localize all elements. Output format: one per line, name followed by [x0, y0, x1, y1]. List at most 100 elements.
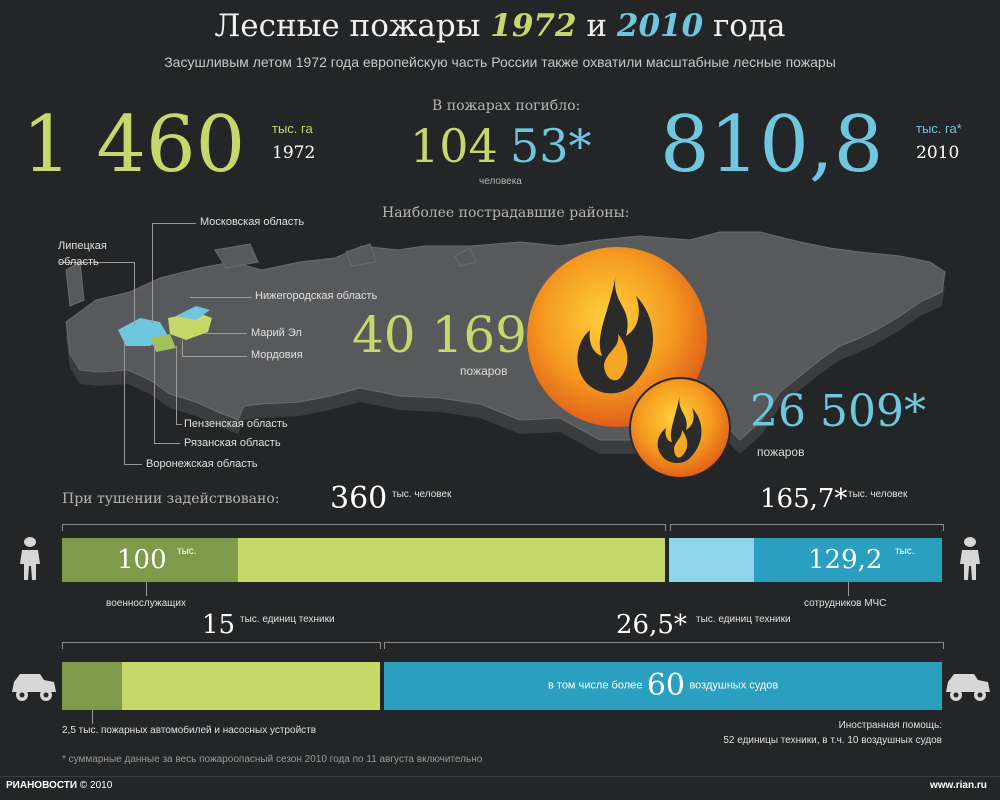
aircraft-text: в том числе более 60 воздушных судов — [548, 668, 778, 703]
personnel-1972-unit: тыс. человек — [392, 489, 452, 500]
fire-trucks-label: 2,5 тыс. пожарных автомобилей и насосных… — [62, 725, 317, 736]
fire-truck-icon — [946, 674, 990, 701]
region-moscow: Московская область — [200, 216, 305, 228]
area-1972-value: 1 460 — [22, 100, 246, 190]
leader-moscow-v — [152, 223, 153, 323]
area-2010-unit: тыс. га* — [916, 121, 962, 136]
aircraft-post: воздушных судов — [689, 679, 779, 692]
footer-copyright: © 2010 — [79, 780, 113, 791]
title-year-1972: 1972 — [490, 8, 577, 44]
area-1972-year: 1972 — [272, 143, 316, 163]
leader-penza — [176, 346, 177, 424]
footnote: * суммарные данные за весь пожароопасный… — [62, 754, 483, 765]
mchs-tick — [848, 582, 849, 596]
mchs-label: сотрудников МЧС — [804, 598, 887, 609]
page-title: Лесные пожары 1972 и 2010 года — [0, 8, 1000, 44]
fire-trucks-tick — [92, 710, 93, 724]
foreign-help-text: 52 единицы техники, в т.ч. 10 воздушных … — [723, 735, 942, 746]
bracket-2010 — [670, 524, 944, 531]
title-pre: Лесные пожары — [214, 8, 481, 44]
fire-truck-icon — [12, 674, 56, 701]
flame-icon — [657, 394, 702, 464]
equipment-bracket-2010 — [384, 642, 944, 649]
leader-lipetsk — [60, 262, 134, 263]
foreign-help-title: Иностранная помощь: — [838, 720, 942, 731]
aircraft-pre: в том числе более — [548, 679, 643, 692]
military-unit: тыс. — [177, 546, 197, 557]
other-personnel-2010-bar — [669, 538, 754, 582]
deaths-1972-value: 104 — [410, 119, 498, 173]
personnel-2010-total: 165,7* — [760, 484, 848, 514]
page-subtitle: Засушливым летом 1972 года европейскую ч… — [164, 54, 836, 70]
military-tick — [146, 582, 147, 596]
region-highlight-lime-2 — [150, 334, 176, 352]
title-year-2010: 2010 — [616, 8, 704, 44]
fires-1972-label: пожаров — [460, 364, 508, 378]
footer-site[interactable]: www.rian.ru — [930, 780, 987, 791]
flame-icon — [577, 274, 654, 394]
military-label: военнослужащих — [106, 598, 186, 609]
mchs-bar-segment — [754, 538, 942, 582]
aircraft-value: 60 — [646, 668, 685, 703]
equipment-bracket-1972 — [62, 642, 381, 649]
mchs-value: 129,2 — [808, 545, 883, 575]
military-value: 100 — [117, 545, 167, 575]
equipment-1972-unit: тыс. единиц техники — [240, 614, 335, 625]
leader-mari — [205, 333, 247, 334]
foreign-help: Иностранная помощь: 52 единицы техники, … — [700, 718, 942, 748]
leader-nizhny — [190, 297, 252, 298]
equipment-2010-total: 26,5* — [616, 610, 687, 640]
soldier-icon — [20, 537, 40, 580]
equipment-1972-total: 15 — [202, 610, 236, 640]
leader-voronezh-h — [124, 464, 142, 465]
personnel-2010-unit: тыс. человек — [848, 489, 908, 500]
fires-2010-value: 26 509* — [750, 386, 926, 437]
leader-lipetsk-v — [134, 262, 135, 326]
region-highlight-cyan-2 — [176, 306, 210, 320]
other-personnel-1972-bar — [238, 538, 665, 582]
region-penza: Пензенская область — [184, 418, 288, 430]
russia-map-surface — [65, 231, 946, 441]
military-bar-segment — [62, 538, 238, 582]
region-ryazan: Рязанская область — [184, 437, 281, 449]
region-nizhny: Нижегородская область — [255, 290, 378, 302]
other-equipment-1972-bar — [122, 662, 380, 710]
personnel-title: При тушении задействовано: — [62, 491, 280, 507]
leader-mordovia-v — [182, 340, 183, 356]
region-mordovia: Мордовия — [251, 349, 303, 361]
area-2010-value: 810,8 — [660, 100, 884, 190]
deaths-unit: человека — [479, 176, 522, 187]
area-1972-unit: тыс. га — [272, 121, 313, 136]
map-title: Наиболее пострадавшие районы: — [382, 205, 630, 221]
leader-ryazan — [154, 344, 155, 443]
region-mari: Марий Эл — [251, 327, 302, 339]
footer-brand: РИАНОВОСТИ — [6, 780, 78, 791]
region-voronezh: Воронежская область — [146, 458, 258, 470]
equipment-2010-bar — [384, 662, 942, 710]
leader-ryazan-h — [154, 443, 180, 444]
fire-circle-2010 — [629, 377, 731, 478]
footer-divider — [0, 776, 1000, 777]
area-2010-year: 2010 — [916, 143, 960, 163]
leader-moscow — [152, 223, 196, 224]
fires-1972-value: 40 169 — [352, 306, 527, 364]
mchs-unit: тыс. — [895, 546, 915, 557]
leader-voronezh — [124, 340, 125, 464]
region-lipetsk: Липецкая область — [58, 238, 118, 270]
title-post: года — [713, 8, 786, 44]
region-lipetsk-label: Липецкая область — [58, 240, 107, 268]
deaths-2010-value: 53* — [510, 119, 592, 173]
title-mid: и — [586, 8, 608, 44]
bracket-1972 — [62, 524, 666, 531]
deaths-label: В пожарах погибло: — [432, 98, 581, 114]
leader-penza-h — [176, 424, 182, 425]
footer-brand-block: РИАНОВОСТИ © 2010 — [6, 780, 112, 791]
equipment-2010-unit: тыс. единиц техники — [696, 614, 791, 625]
region-highlight-lime — [168, 312, 212, 340]
affected-regions — [118, 306, 212, 352]
fire-trucks-bar-segment — [62, 662, 122, 710]
soldier-icon — [960, 537, 980, 580]
russia-map — [65, 231, 946, 454]
personnel-1972-total: 360 — [330, 481, 388, 516]
fires-2010-label: пожаров — [757, 445, 805, 459]
